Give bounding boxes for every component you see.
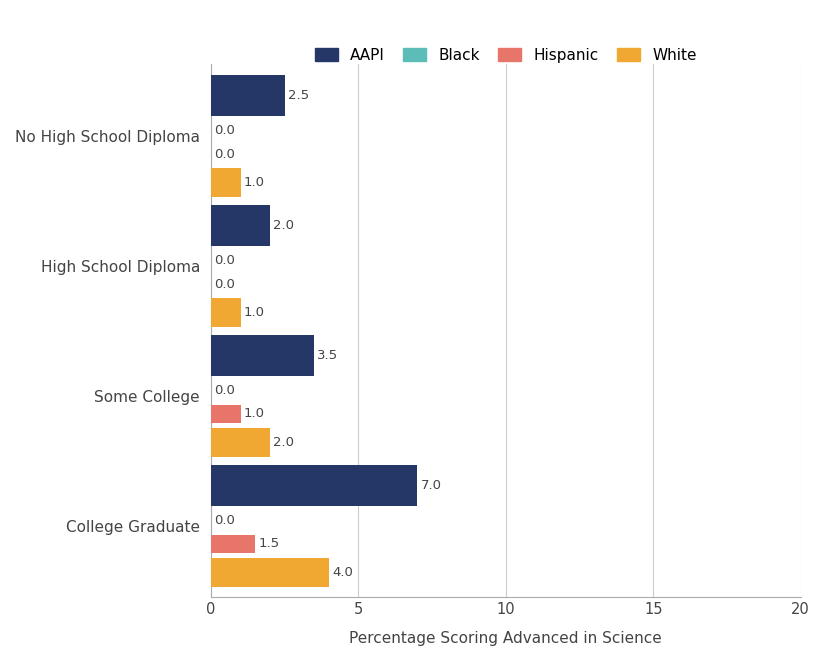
Bar	[211, 205, 270, 247]
Text: 1.0: 1.0	[243, 306, 265, 319]
Bar	[211, 559, 329, 587]
Bar	[211, 75, 285, 116]
Text: 0.0: 0.0	[214, 147, 235, 161]
Text: 1.5: 1.5	[258, 537, 280, 551]
Text: 0.0: 0.0	[214, 278, 235, 290]
Bar	[211, 535, 255, 553]
Text: 1.0: 1.0	[243, 176, 265, 189]
Text: 0.0: 0.0	[214, 254, 235, 267]
Text: 0.0: 0.0	[214, 384, 235, 397]
Text: 2.0: 2.0	[273, 436, 294, 449]
Text: 0.0: 0.0	[214, 124, 235, 137]
Text: 0.0: 0.0	[214, 514, 235, 527]
Text: 2.5: 2.5	[288, 89, 309, 102]
X-axis label: Percentage Scoring Advanced in Science: Percentage Scoring Advanced in Science	[350, 631, 662, 646]
Bar	[211, 465, 417, 506]
Text: 4.0: 4.0	[332, 566, 353, 579]
Bar	[211, 169, 241, 197]
Bar	[211, 298, 241, 327]
Text: 1.0: 1.0	[243, 407, 265, 420]
Bar	[211, 334, 314, 376]
Text: 7.0: 7.0	[421, 479, 441, 492]
Text: 2.0: 2.0	[273, 219, 294, 232]
Bar	[211, 428, 270, 457]
Legend: AAPI, Black, Hispanic, White: AAPI, Black, Hispanic, White	[308, 40, 705, 70]
Text: 3.5: 3.5	[318, 349, 338, 362]
Bar	[211, 405, 241, 423]
